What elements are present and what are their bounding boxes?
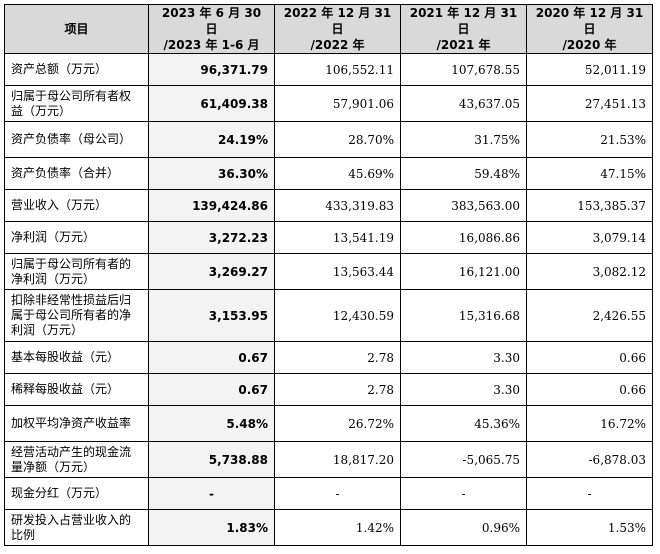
cell-2023h1: - — [148, 477, 275, 510]
cell-2022: 18,817.20 — [274, 441, 401, 478]
cell-2020: - — [526, 477, 653, 510]
cell-2020: 21.53% — [526, 121, 653, 158]
row-label: 资产负债率（合并） — [4, 157, 149, 190]
row-label: 基本每股收益（元） — [4, 341, 149, 374]
row-label: 资产总额（万元） — [4, 53, 149, 86]
cell-2020: 1.53% — [526, 509, 653, 546]
row-label: 归属于母公司所有者权益（万元） — [4, 85, 149, 122]
cell-2021: 16,121.00 — [400, 253, 527, 290]
cell-2022: 106,552.11 — [274, 53, 401, 86]
cell-2021: 0.96% — [400, 509, 527, 546]
cell-2020: 0.66 — [526, 341, 653, 374]
cell-2021: 43,637.05 — [400, 85, 527, 122]
table-row: 归属于母公司所有者权益（万元） 61,409.38 57,901.06 43,6… — [4, 85, 653, 122]
table-row: 研发投入占营业收入的比例 1.83% 1.42% 0.96% 1.53% — [4, 509, 653, 546]
cell-2020: 2,426.55 — [526, 289, 653, 342]
cell-2021: 16,086.86 — [400, 221, 527, 254]
cell-2023h1: 61,409.38 — [148, 85, 275, 122]
header-2021: 2021 年 12 月 31 日/2021 年 — [400, 4, 527, 54]
row-label: 加权平均净资产收益率 — [4, 405, 149, 442]
header-2020: 2020 年 12 月 31 日/2020 年 — [526, 4, 653, 54]
cell-2023h1: 3,272.23 — [148, 221, 275, 254]
row-label: 营业收入（万元） — [4, 189, 149, 222]
row-label: 扣除非经常性损益后归属于母公司所有者的净利润（万元） — [4, 289, 149, 342]
cell-2021: 3.30 — [400, 373, 527, 406]
cell-2022: 12,430.59 — [274, 289, 401, 342]
row-label: 经营活动产生的现金流量净额（万元） — [4, 441, 149, 478]
cell-2023h1: 24.19% — [148, 121, 275, 158]
cell-2021: 15,316.68 — [400, 289, 527, 342]
row-label: 研发投入占营业收入的比例 — [4, 509, 149, 546]
cell-2020: -6,878.03 — [526, 441, 653, 478]
cell-2021: 383,563.00 — [400, 189, 527, 222]
header-item: 项目 — [4, 4, 149, 54]
cell-2020: 27,451.13 — [526, 85, 653, 122]
cell-2022: 45.69% — [274, 157, 401, 190]
cell-2023h1: 0.67 — [148, 341, 275, 374]
cell-2021: 3.30 — [400, 341, 527, 374]
table-row: 稀释每股收益（元） 0.67 2.78 3.30 0.66 — [4, 373, 653, 406]
table-row: 资产负债率（合并） 36.30% 45.69% 59.48% 47.15% — [4, 157, 653, 190]
cell-2020: 52,011.19 — [526, 53, 653, 86]
financial-indicators-table: 项目 2023 年 6 月 30 日/2023 年 1-6 月 2022 年 1… — [4, 4, 653, 546]
row-label: 归属于母公司所有者的净利润（万元） — [4, 253, 149, 290]
table-row: 归属于母公司所有者的净利润（万元） 3,269.27 13,563.44 16,… — [4, 253, 653, 290]
cell-2021: -5,065.75 — [400, 441, 527, 478]
row-label: 现金分红（万元） — [4, 477, 149, 510]
cell-2020: 0.66 — [526, 373, 653, 406]
cell-2020: 153,385.37 — [526, 189, 653, 222]
cell-2020: 3,082.12 — [526, 253, 653, 290]
cell-2022: 1.42% — [274, 509, 401, 546]
row-label: 净利润（万元） — [4, 221, 149, 254]
cell-2021: 59.48% — [400, 157, 527, 190]
table-row: 基本每股收益（元） 0.67 2.78 3.30 0.66 — [4, 341, 653, 374]
table-row: 加权平均净资产收益率 5.48% 26.72% 45.36% 16.72% — [4, 405, 653, 442]
table-row: 现金分红（万元） - - - - — [4, 477, 653, 510]
cell-2022: 13,541.19 — [274, 221, 401, 254]
table-row: 净利润（万元） 3,272.23 13,541.19 16,086.86 3,0… — [4, 221, 653, 254]
cell-2022: 28.70% — [274, 121, 401, 158]
row-label: 稀释每股收益（元） — [4, 373, 149, 406]
table-row: 资产负债率（母公司） 24.19% 28.70% 31.75% 21.53% — [4, 121, 653, 158]
table-row: 营业收入（万元） 139,424.86 433,319.83 383,563.0… — [4, 189, 653, 222]
cell-2023h1: 3,269.27 — [148, 253, 275, 290]
cell-2023h1: 3,153.95 — [148, 289, 275, 342]
table-row: 资产总额（万元） 96,371.79 106,552.11 107,678.55… — [4, 53, 653, 86]
cell-2023h1: 96,371.79 — [148, 53, 275, 86]
cell-2021: 107,678.55 — [400, 53, 527, 86]
cell-2022: 13,563.44 — [274, 253, 401, 290]
cell-2022: 2.78 — [274, 341, 401, 374]
cell-2023h1: 5,738.88 — [148, 441, 275, 478]
cell-2021: 31.75% — [400, 121, 527, 158]
cell-2023h1: 139,424.86 — [148, 189, 275, 222]
cell-2020: 47.15% — [526, 157, 653, 190]
header-row: 项目 2023 年 6 月 30 日/2023 年 1-6 月 2022 年 1… — [4, 4, 653, 54]
table-row: 扣除非经常性损益后归属于母公司所有者的净利润（万元） 3,153.95 12,4… — [4, 289, 653, 342]
header-2022: 2022 年 12 月 31 日/2022 年 — [274, 4, 401, 54]
cell-2020: 16.72% — [526, 405, 653, 442]
cell-2022: 26.72% — [274, 405, 401, 442]
cell-2022: 2.78 — [274, 373, 401, 406]
cell-2023h1: 1.83% — [148, 509, 275, 546]
cell-2023h1: 0.67 — [148, 373, 275, 406]
cell-2021: 45.36% — [400, 405, 527, 442]
cell-2021: - — [400, 477, 527, 510]
cell-2023h1: 36.30% — [148, 157, 275, 190]
cell-2022: 433,319.83 — [274, 189, 401, 222]
cell-2023h1: 5.48% — [148, 405, 275, 442]
cell-2022: - — [274, 477, 401, 510]
cell-2020: 3,079.14 — [526, 221, 653, 254]
header-2023h1: 2023 年 6 月 30 日/2023 年 1-6 月 — [148, 4, 275, 54]
cell-2022: 57,901.06 — [274, 85, 401, 122]
row-label: 资产负债率（母公司） — [4, 121, 149, 158]
table-row: 经营活动产生的现金流量净额（万元） 5,738.88 18,817.20 -5,… — [4, 441, 653, 478]
